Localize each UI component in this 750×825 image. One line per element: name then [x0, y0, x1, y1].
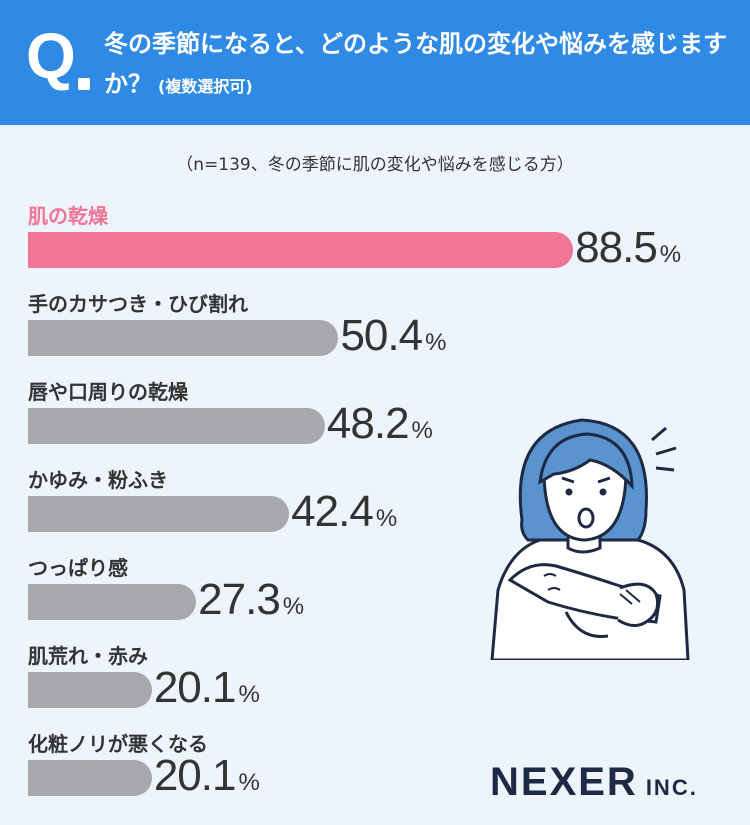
value-label: 48.2%	[327, 402, 433, 446]
question-main: 冬の季節になると、どのような肌の変化や悩みを感じますか？	[104, 30, 728, 98]
value-number: 20.1	[153, 751, 237, 800]
value-label: 88.5%	[575, 226, 681, 270]
bar	[28, 672, 152, 708]
value-label: 50.4%	[340, 314, 446, 358]
bar	[28, 408, 325, 444]
logo-suffix: INC.	[645, 775, 698, 800]
value-unit: %	[238, 681, 260, 708]
bar	[28, 496, 290, 532]
q-dot	[78, 78, 90, 90]
category-label: 手のカサつき・ひび割れ	[28, 292, 248, 316]
question-header: Q 冬の季節になると、どのような肌の変化や悩みを感じますか？ (複数選択可)	[0, 0, 750, 125]
sample-note: （n=139、冬の季節に肌の変化や悩みを感じる方）	[176, 155, 574, 175]
value-unit: %	[238, 769, 260, 796]
category-label: かゆみ・粉ふき	[28, 468, 168, 492]
value-number: 48.2	[326, 399, 410, 448]
value-unit: %	[425, 329, 447, 356]
question-note: (複数選択可)	[158, 77, 253, 96]
nexer-logo: NEXER INC.	[490, 760, 698, 805]
bar	[28, 760, 152, 796]
bar	[28, 320, 339, 356]
value-number: 42.4	[291, 487, 374, 536]
q-mark: Q	[26, 20, 76, 92]
value-label: 42.4%	[291, 490, 397, 534]
category-label: 唇や口周りの乾燥	[28, 380, 188, 404]
logo-name: NEXER	[490, 760, 638, 804]
value-label: 20.1%	[154, 666, 260, 710]
value-number: 88.5	[575, 223, 658, 272]
value-unit: %	[411, 417, 433, 444]
value-label: 20.1%	[154, 754, 260, 798]
bar	[28, 232, 574, 268]
value-number: 20.1	[153, 663, 237, 712]
value-unit: %	[659, 241, 682, 268]
value-number: 50.4	[340, 311, 423, 360]
value-number: 27.3	[198, 575, 281, 624]
value-unit: %	[375, 505, 398, 532]
category-label: 肌の乾燥	[28, 204, 108, 228]
value-label: 27.3%	[198, 578, 304, 622]
itchy-person-illustration	[490, 418, 690, 660]
bar	[28, 584, 197, 620]
category-label: 肌荒れ・赤み	[28, 644, 148, 668]
category-label: つっぱり感	[28, 556, 128, 580]
question-text: 冬の季節になると、どのような肌の変化や悩みを感じますか？ (複数選択可)	[104, 24, 744, 107]
category-label: 化粧ノリが悪くなる	[28, 732, 208, 756]
value-unit: %	[282, 593, 305, 620]
